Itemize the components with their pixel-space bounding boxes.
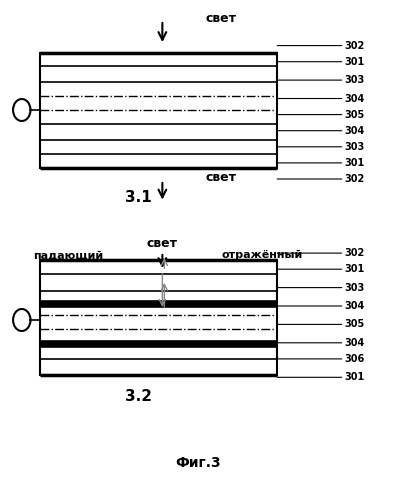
Bar <box>40 260 277 375</box>
Text: 304: 304 <box>277 126 365 136</box>
Text: Фиг.3: Фиг.3 <box>175 456 221 470</box>
Text: 302: 302 <box>277 174 365 184</box>
Text: 305: 305 <box>277 320 365 330</box>
Text: падающий: падающий <box>33 250 103 260</box>
Text: 301: 301 <box>277 56 365 66</box>
Text: 303: 303 <box>277 142 365 152</box>
Text: 301: 301 <box>277 372 365 382</box>
Text: 306: 306 <box>277 354 365 364</box>
Text: 303: 303 <box>277 75 365 85</box>
Text: 302: 302 <box>277 248 365 258</box>
Text: 304: 304 <box>277 94 365 104</box>
Text: 304: 304 <box>277 338 365 348</box>
Text: 304: 304 <box>277 301 365 311</box>
Text: свет: свет <box>206 171 237 184</box>
Text: 3.1: 3.1 <box>125 190 152 205</box>
Text: 305: 305 <box>277 110 365 120</box>
Text: свет: свет <box>206 12 237 25</box>
Text: свет: свет <box>147 237 178 250</box>
Text: 303: 303 <box>277 282 365 292</box>
Bar <box>40 52 277 168</box>
Text: 301: 301 <box>277 158 365 168</box>
Text: 3.2: 3.2 <box>125 389 152 404</box>
Text: 302: 302 <box>277 40 365 50</box>
Text: 301: 301 <box>277 264 365 274</box>
Text: отражённый: отражённый <box>222 250 303 260</box>
